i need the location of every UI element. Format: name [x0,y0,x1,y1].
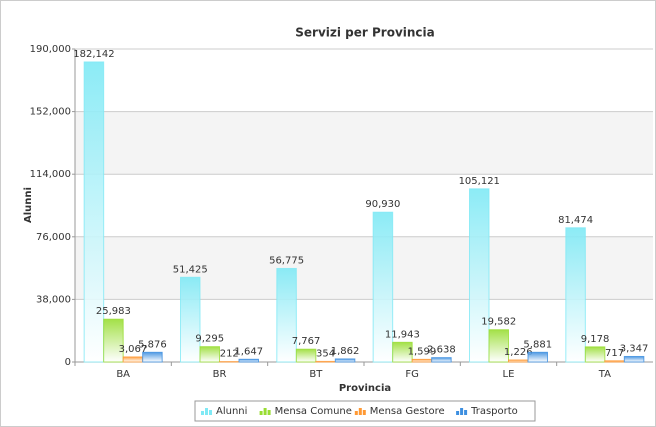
data-label: 1,862 [331,346,360,357]
y-axis-title: Alunni [23,187,34,223]
data-label: 5,876 [138,339,167,350]
legend: Alunni Mensa Comune Mensa Gestore Trasporto [194,400,536,422]
bar [83,61,105,363]
data-label: 717 [605,348,624,359]
x-tick-label: LE [503,369,515,380]
bar [238,358,259,363]
bar [142,351,163,363]
chart-title: Servizi per Provincia [295,26,435,40]
plot-band [75,111,653,175]
x-tick-label: BR [213,369,227,380]
legend-icon [209,410,212,415]
bar [584,346,606,363]
data-label: 3,347 [620,343,649,354]
bar [411,358,433,363]
plot-band [75,236,653,300]
legend-icon [456,411,460,415]
data-label: 1,226 [504,347,533,358]
x-axis-title: Provincia [339,383,391,394]
data-label: 25,983 [96,306,131,317]
data-label: 354 [316,348,335,359]
data-label: 1,647 [234,346,263,357]
bar [334,358,356,363]
legend-icon [460,408,464,415]
data-label: 2,638 [427,345,456,356]
bar [392,341,413,363]
bar [315,360,336,363]
legend-icon [267,410,271,415]
bar [508,359,529,363]
data-label: 5,881 [523,339,552,350]
y-tick-label: 114,000 [30,169,71,180]
data-label: 51,425 [173,264,208,275]
y-tick-label: 0 [65,357,71,368]
legend-icon [263,408,267,415]
legend-icon [259,411,263,415]
bar [199,346,220,363]
x-tick-label: FG [405,369,419,380]
legend-item[interactable]: Mensa Comune [259,406,352,417]
data-label: 212 [220,349,239,360]
y-tick-label: 190,000 [30,44,71,55]
bar [469,188,490,363]
legend-label: Mensa Gestore [370,406,445,417]
bar [431,357,452,363]
data-label: 9,295 [195,334,224,345]
legend-icon [358,408,362,415]
data-label: 182,142 [73,49,114,60]
bar [180,276,201,363]
legend-item[interactable]: Mensa Gestore [354,406,445,417]
legend-icon [362,410,366,415]
bar [488,329,509,363]
data-label: 7,767 [292,336,321,347]
data-label: 105,121 [459,176,500,187]
bar [372,211,394,363]
bar [103,318,124,363]
y-tick-label: 76,000 [36,232,71,243]
x-tick-label: BA [116,369,130,380]
legend-item[interactable]: Trasporto [456,406,518,417]
bar [527,351,548,363]
x-tick-label: BT [309,369,323,380]
legend-icon [205,408,208,415]
bar [604,360,625,363]
data-label: 19,582 [481,317,516,328]
legend-label: Trasporto [470,406,518,417]
bar [276,267,297,363]
bar [295,348,317,363]
legend-icon [354,411,358,415]
data-label: 3,067 [119,344,148,355]
x-tick-label: TA [598,369,611,380]
y-tick-label: 152,000 [30,107,71,118]
data-label: 90,930 [365,199,400,210]
legend-icon [201,411,204,415]
plot: 0 38,000 76,000 114,000 152,000 190,000 BA 182,… [30,44,653,380]
data-label: 1,599 [408,346,437,357]
bar [122,356,144,363]
legend-item[interactable]: Alunni [201,406,247,417]
legend-label: Alunni [216,406,247,417]
y-tick-label: 38,000 [36,294,71,305]
data-label: 56,775 [269,255,304,266]
bar [565,227,586,363]
legend-icon [464,410,468,415]
legend-label: Mensa Comune [275,406,352,417]
data-label: 81,474 [558,215,593,226]
data-label: 11,943 [385,329,420,340]
data-label: 9,178 [581,334,610,345]
bar [623,355,645,363]
